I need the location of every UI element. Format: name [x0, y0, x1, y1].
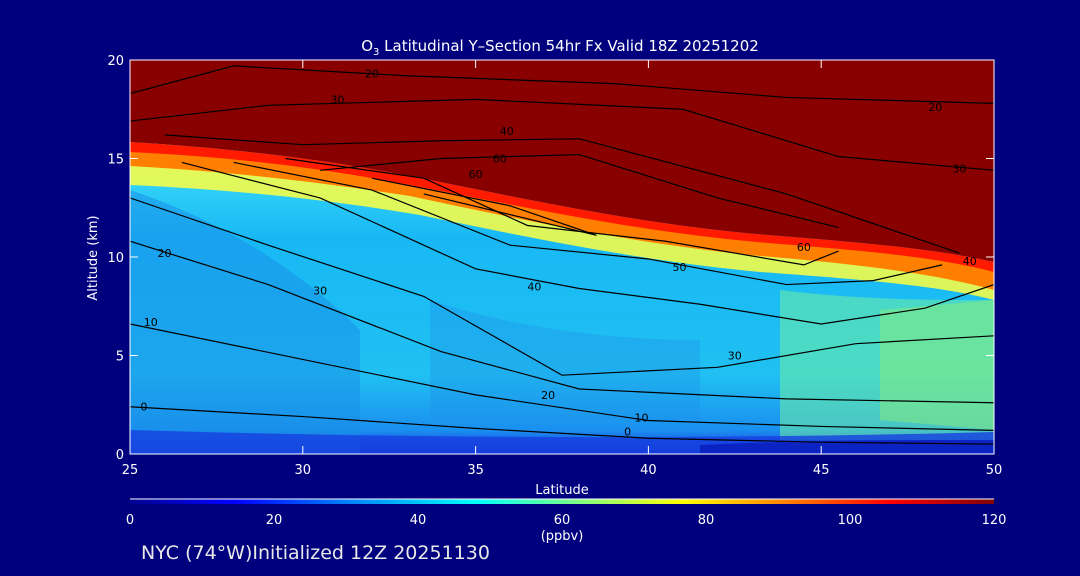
x-tick-label: 25 — [122, 463, 139, 478]
contour-label: 60 — [469, 168, 483, 181]
chart-title: O3 Latitudinal Y–Section 54hr Fx Valid 1… — [361, 37, 759, 58]
contour-label: 30 — [952, 162, 966, 175]
contour-label: 10 — [144, 316, 158, 329]
contour-label: 40 — [500, 125, 514, 138]
contour-label: 60 — [493, 152, 507, 165]
contour-label: 50 — [673, 261, 687, 274]
contour-line-10 — [130, 323, 994, 431]
y-tick-label: 10 — [107, 251, 124, 266]
y-tick-label: 15 — [107, 153, 124, 168]
colorbar-tick-label: 0 — [126, 513, 134, 528]
contour-label: 30 — [330, 93, 344, 106]
contour-label: 40 — [527, 280, 541, 293]
contour-label: 0 — [140, 401, 147, 414]
x-tick-label: 50 — [986, 463, 1003, 478]
contour-label: 30 — [728, 349, 742, 362]
contour-line-60 — [371, 177, 597, 236]
colorbar-ticks: 0 20 40 60 80 100 120 — [126, 513, 1007, 528]
contour-line-50 — [233, 161, 943, 286]
y-tick-label: 5 — [116, 350, 124, 365]
x-tick-label: 30 — [295, 463, 312, 478]
contour-label: 20 — [365, 68, 379, 81]
colorbar-units: (ppbv) — [541, 529, 584, 544]
contour-label: 60 — [797, 241, 811, 254]
contour-label: 40 — [963, 255, 977, 268]
colorbar-tick-label: 120 — [982, 513, 1007, 528]
colorbar-tick-label: 60 — [554, 513, 571, 528]
contour-label: 20 — [158, 247, 172, 260]
contour-line-40 — [181, 161, 994, 325]
colorbar — [130, 499, 994, 504]
colorbar-tick-label: 40 — [410, 513, 427, 528]
footer-label: NYC (74°W)Initialized 12Z 20251130 — [141, 542, 490, 564]
contour-line-80 — [320, 153, 839, 229]
x-tick-label: 45 — [813, 463, 830, 478]
y-tick-label: 20 — [107, 54, 124, 69]
contour-line-0 — [130, 406, 994, 445]
x-tick-label: 40 — [640, 463, 657, 478]
y-tick-label: 0 — [116, 448, 124, 463]
contour-line-40 — [164, 134, 960, 254]
contour-line-30 — [130, 197, 994, 376]
y-axis: 0 5 10 15 20 — [107, 54, 994, 463]
contour-line-20 — [130, 240, 994, 404]
colorbar-tick-label: 100 — [838, 513, 863, 528]
contour-line-60 — [285, 157, 839, 266]
x-tick-label: 35 — [467, 463, 484, 478]
contour-label: 10 — [634, 411, 648, 424]
contour-label: 30 — [313, 284, 327, 297]
y-axis-label: Altitude (km) — [86, 215, 101, 300]
contour-label: 0 — [624, 425, 631, 438]
contour-line-30 — [130, 98, 994, 171]
colorbar-tick-label: 80 — [698, 513, 715, 528]
colorbar-tick-label: 20 — [266, 513, 283, 528]
contour-label: 20 — [928, 101, 942, 114]
contour-line-20 — [130, 65, 994, 104]
x-axis-label: Latitude — [535, 483, 589, 498]
x-axis: 25 30 35 40 45 50 — [122, 60, 1003, 478]
contour-label: 20 — [541, 389, 555, 402]
